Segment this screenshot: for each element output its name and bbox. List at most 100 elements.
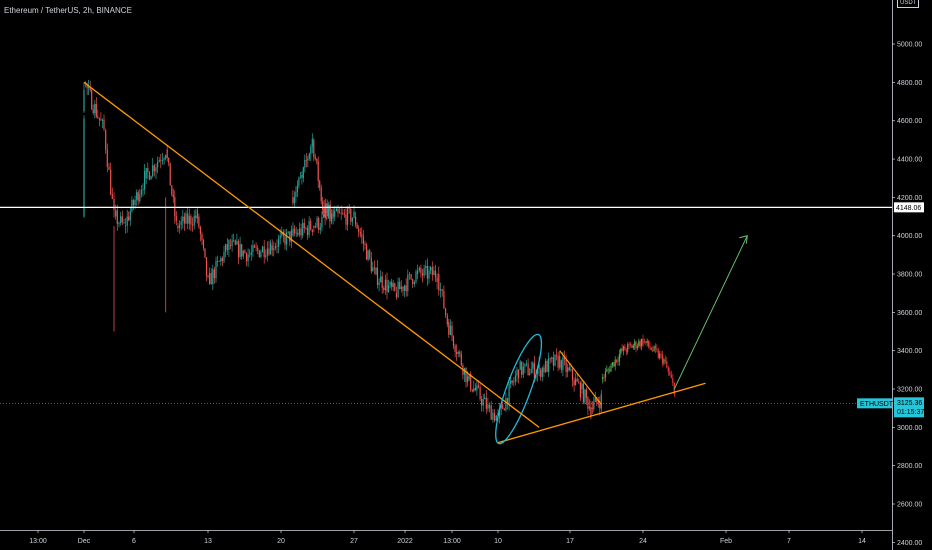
candle-body bbox=[474, 388, 476, 391]
candle-body bbox=[473, 388, 475, 392]
candle-body bbox=[487, 404, 489, 409]
candle-body bbox=[121, 216, 123, 223]
candle-body bbox=[387, 285, 390, 292]
candle-body bbox=[375, 267, 377, 275]
candle-body bbox=[229, 245, 232, 246]
candle-body bbox=[217, 261, 219, 262]
candle-body bbox=[125, 225, 127, 227]
candle-body bbox=[247, 254, 249, 262]
candle-body bbox=[488, 405, 491, 409]
candle-body bbox=[353, 211, 355, 218]
candle-body bbox=[407, 274, 409, 292]
candle-body bbox=[576, 378, 578, 382]
rising-support-line[interactable] bbox=[497, 382, 706, 444]
candle-body bbox=[568, 367, 570, 370]
candle-body bbox=[89, 86, 91, 91]
candle-body bbox=[271, 245, 273, 251]
candle-body bbox=[610, 365, 612, 372]
candle-body bbox=[384, 279, 386, 290]
candle-body bbox=[477, 385, 480, 388]
candle-body bbox=[554, 354, 556, 366]
candle-body bbox=[295, 192, 297, 197]
candle-body bbox=[115, 210, 117, 217]
x-tick-label: 13 bbox=[204, 538, 212, 545]
candle-body bbox=[187, 213, 189, 224]
current-price-text: 3125.36 bbox=[897, 400, 922, 407]
level-price-tag[interactable] bbox=[894, 202, 924, 213]
candle-body bbox=[191, 224, 194, 226]
candle-body bbox=[499, 407, 501, 418]
candle-body bbox=[372, 267, 374, 272]
candle-body bbox=[425, 265, 427, 268]
level-price-text: 4148.06 bbox=[896, 205, 921, 212]
candle-body bbox=[559, 356, 561, 368]
candle-body bbox=[330, 213, 333, 222]
candle-body bbox=[596, 397, 598, 403]
x-tick-label: 27 bbox=[350, 538, 358, 545]
candle-body bbox=[620, 348, 622, 354]
candle-body bbox=[166, 149, 168, 158]
candle-body bbox=[207, 275, 209, 277]
candle-body bbox=[322, 214, 325, 218]
candle-body bbox=[654, 346, 657, 349]
candle-body bbox=[92, 109, 94, 114]
scale-unit-label[interactable]: USDT bbox=[897, 0, 920, 8]
candle-body bbox=[174, 196, 176, 217]
x-tick-label: Feb bbox=[720, 538, 732, 545]
candle-body bbox=[530, 368, 532, 374]
x-tick-label: Dec bbox=[78, 538, 91, 545]
candle-body bbox=[632, 345, 634, 348]
candle-body bbox=[533, 362, 535, 378]
candle-body bbox=[404, 285, 406, 291]
current-price-tag[interactable] bbox=[894, 397, 924, 418]
symbol-tag[interactable] bbox=[857, 398, 892, 409]
candle-body bbox=[322, 201, 324, 210]
descending-trendline[interactable] bbox=[83, 81, 540, 428]
candle-body bbox=[250, 252, 252, 255]
candle-body bbox=[650, 348, 652, 350]
candle-body bbox=[299, 177, 301, 179]
candle-body bbox=[581, 383, 583, 389]
symbol-tag-text: ETHUSDT bbox=[860, 401, 894, 408]
candle-body bbox=[126, 216, 128, 226]
candle-body bbox=[511, 380, 513, 383]
candle-body bbox=[562, 357, 564, 370]
y-tick-label: 2800.00 bbox=[897, 463, 922, 470]
candle-body bbox=[560, 360, 562, 370]
candle-body bbox=[609, 369, 611, 372]
candle-body bbox=[284, 235, 286, 245]
candle-body bbox=[585, 389, 587, 398]
candle-body bbox=[413, 282, 415, 285]
candle-body bbox=[91, 90, 93, 110]
candle-body bbox=[278, 238, 280, 247]
candle-body bbox=[565, 359, 567, 372]
candle-body bbox=[123, 222, 125, 223]
candle-body bbox=[302, 167, 304, 179]
candle-body bbox=[294, 228, 296, 234]
candle-body bbox=[190, 216, 192, 225]
candle-body bbox=[324, 214, 326, 219]
candle-body bbox=[468, 374, 470, 380]
candle-body bbox=[529, 373, 531, 375]
candle-body bbox=[319, 227, 321, 230]
candle-body bbox=[359, 232, 361, 235]
candle-body bbox=[302, 223, 304, 236]
projection-arrow-line[interactable] bbox=[673, 235, 748, 390]
candle-body bbox=[524, 363, 526, 367]
candle-body bbox=[628, 344, 630, 345]
candle-body bbox=[656, 348, 658, 351]
highlight-ellipse[interactable] bbox=[487, 330, 549, 447]
candle-body bbox=[670, 374, 672, 379]
candle-body bbox=[193, 215, 195, 226]
countdown-text: 01:15:37 bbox=[897, 409, 924, 416]
candle-body bbox=[95, 104, 97, 117]
candle-body bbox=[543, 367, 545, 373]
candle-body bbox=[342, 213, 344, 214]
candle-body bbox=[604, 371, 607, 378]
candle-body bbox=[503, 408, 505, 411]
candle-body bbox=[311, 138, 313, 147]
small-trendline[interactable] bbox=[559, 350, 602, 405]
candle-body bbox=[241, 244, 243, 257]
